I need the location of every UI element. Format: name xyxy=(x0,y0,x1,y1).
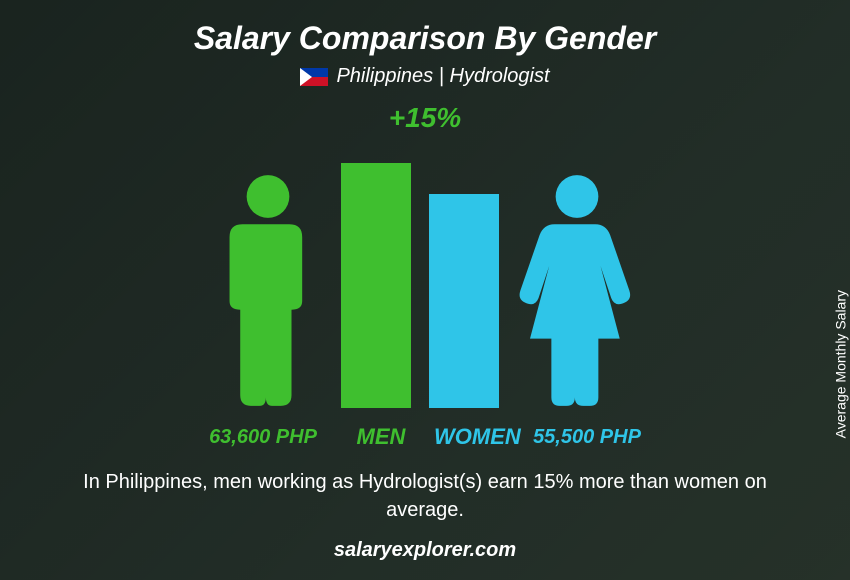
women-icon-col xyxy=(517,173,637,408)
men-bar xyxy=(341,163,411,408)
footer-source: salaryexplorer.com xyxy=(334,539,516,562)
subtitle-text: Philippines | Hydrologist xyxy=(336,65,549,88)
labels-row: 63,600 PHP MEN WOMEN 55,500 PHP xyxy=(198,424,652,450)
subtitle-row: Philippines | Hydrologist xyxy=(300,65,549,88)
men-icon-col xyxy=(213,173,323,408)
women-bar xyxy=(429,194,499,408)
woman-icon xyxy=(517,173,637,408)
man-icon xyxy=(213,173,323,408)
men-salary: 63,600 PHP xyxy=(198,426,328,449)
women-salary: 55,500 PHP xyxy=(522,426,652,449)
infographic-container: Salary Comparison By Gender Philippines … xyxy=(0,0,850,580)
subtitle-country: Philippines xyxy=(336,65,433,87)
women-bar-col xyxy=(429,194,499,408)
philippines-flag-icon xyxy=(300,68,328,86)
y-axis-label: Average Monthly Salary xyxy=(832,290,848,438)
main-title: Salary Comparison By Gender xyxy=(194,20,656,57)
subtitle-sep: | xyxy=(433,65,449,87)
subtitle-job: Hydrologist xyxy=(450,65,550,87)
men-bar-col xyxy=(341,163,411,408)
women-label: WOMEN xyxy=(434,424,504,450)
caption-text: In Philippines, men working as Hydrologi… xyxy=(75,468,775,524)
chart-area: +15% xyxy=(213,108,637,408)
difference-label: +15% xyxy=(389,102,461,134)
men-label: MEN xyxy=(346,424,416,450)
